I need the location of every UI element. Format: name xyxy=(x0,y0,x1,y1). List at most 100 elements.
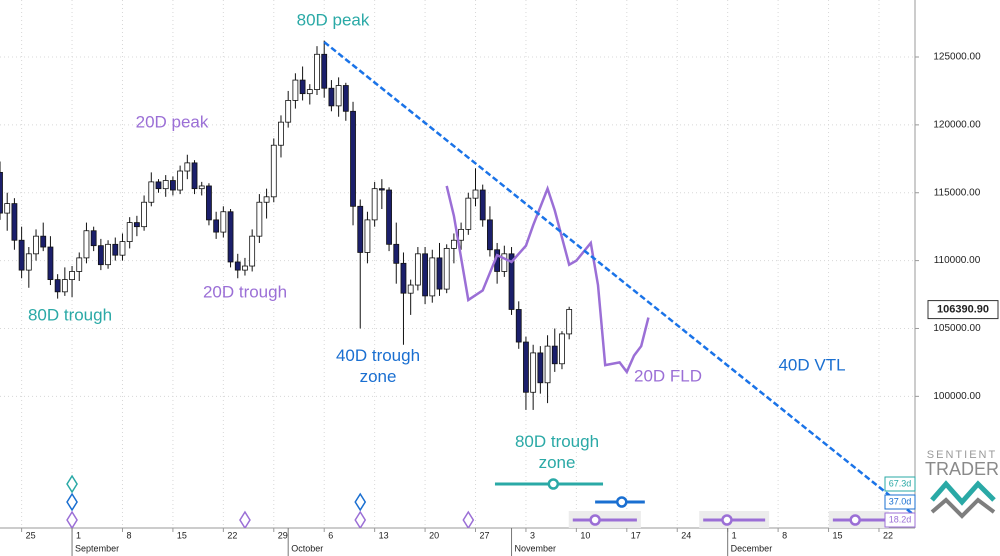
candle-body xyxy=(501,253,508,272)
candle-body xyxy=(335,85,342,107)
x-tick-label: 27 xyxy=(480,530,490,540)
candle-body xyxy=(465,197,472,230)
candle-body xyxy=(162,180,169,190)
candle-body xyxy=(177,170,184,191)
candle-body xyxy=(33,235,39,255)
candle-body xyxy=(40,235,47,248)
last-price-label: 106390.90 xyxy=(937,304,989,316)
cycle-label: 18.2d xyxy=(889,514,912,524)
candle-body xyxy=(393,243,400,264)
month-label: October xyxy=(291,543,323,553)
annotation: 80D trough xyxy=(27,305,113,325)
candle-body xyxy=(429,257,436,297)
cycle-trough xyxy=(354,492,367,512)
candle-body xyxy=(371,188,378,221)
candle-body xyxy=(191,162,198,190)
candle-body xyxy=(76,257,83,272)
cycle-label-box xyxy=(884,476,916,492)
cycle-trough xyxy=(66,510,78,528)
candle-body xyxy=(306,89,313,95)
candle-body xyxy=(530,352,537,393)
cycle-band-center xyxy=(589,514,601,526)
candle-body xyxy=(357,205,364,253)
x-tick-label: 8 xyxy=(126,530,131,540)
candle-body xyxy=(242,265,248,271)
trendline xyxy=(323,41,915,517)
logo-icon xyxy=(930,480,996,506)
y-tick-label: 105000.00 xyxy=(933,323,981,334)
candle-body xyxy=(436,257,443,290)
x-tick-label: 24 xyxy=(681,530,691,540)
candle-body xyxy=(487,219,493,251)
annotation: 20D trough xyxy=(202,282,288,302)
logo-icon xyxy=(930,497,996,519)
candle-body xyxy=(458,228,465,241)
candle-body xyxy=(566,309,573,335)
annotation: 40D VTL xyxy=(778,355,846,375)
month-label: December xyxy=(731,543,773,553)
y-tick-label: 110000.00 xyxy=(934,255,981,266)
y-tick-label: 115000.00 xyxy=(934,187,981,198)
candle-body xyxy=(407,284,414,294)
candle-body xyxy=(213,219,220,233)
candle-body xyxy=(314,53,320,90)
cycle-trough xyxy=(66,492,78,512)
cycle-trough xyxy=(239,510,251,528)
annotation: 20D peak xyxy=(135,112,209,132)
candle-body xyxy=(508,253,515,310)
cycle-band-center xyxy=(721,514,733,526)
candle-body xyxy=(4,203,11,214)
candle-body xyxy=(69,271,75,281)
cycle-band-center xyxy=(849,514,861,526)
x-tick-label: 17 xyxy=(631,530,641,540)
candle-body xyxy=(321,53,328,89)
candle-body xyxy=(25,253,32,271)
x-tick-label: 29 xyxy=(278,530,288,540)
candle-body xyxy=(112,243,119,256)
candle-body xyxy=(119,241,126,256)
cycle-trough xyxy=(462,510,475,528)
fld-line xyxy=(445,184,650,375)
month-label: November xyxy=(515,543,557,553)
candle-body xyxy=(551,345,558,365)
candle-body xyxy=(342,85,349,112)
cycle-label-box xyxy=(884,512,916,528)
candle-body xyxy=(443,247,450,290)
x-tick-label: 22 xyxy=(227,530,237,540)
cycle-band-center xyxy=(547,478,560,490)
candle-body xyxy=(234,261,241,271)
candle-body xyxy=(479,189,486,221)
candle-body xyxy=(90,230,97,247)
candle-body xyxy=(270,144,277,198)
candle-body xyxy=(515,309,522,343)
candle-body xyxy=(364,219,371,253)
candle-body xyxy=(126,222,133,243)
candle-body xyxy=(537,352,544,384)
cycle-label-box xyxy=(884,494,916,510)
candle-body xyxy=(105,243,111,266)
candle-body xyxy=(263,196,270,203)
candle-body xyxy=(256,201,263,237)
candle-body xyxy=(227,211,234,263)
x-tick-label: 3 xyxy=(530,530,535,540)
axes: 100000.00 105000.00 110000.00 115000.00 1200… xyxy=(21,52,999,556)
candle-body xyxy=(133,222,140,228)
candle-body xyxy=(220,211,227,233)
y-tick-label: 125000.00 xyxy=(933,52,981,63)
candle-body xyxy=(299,79,306,95)
candle-body xyxy=(278,121,284,146)
plot-area xyxy=(0,40,915,528)
candle-body xyxy=(47,246,54,281)
candle-body xyxy=(83,230,90,259)
logo-line1: SENTIENT xyxy=(927,449,997,461)
candle-body xyxy=(0,171,3,214)
candle-body xyxy=(292,79,299,101)
logo-line2: TRADER xyxy=(925,459,999,479)
candle-body xyxy=(155,181,162,190)
annotation: 80D trough zone xyxy=(514,432,600,472)
x-tick-label: 15 xyxy=(833,530,843,540)
candle-body xyxy=(206,185,212,221)
candle-body xyxy=(249,235,256,267)
